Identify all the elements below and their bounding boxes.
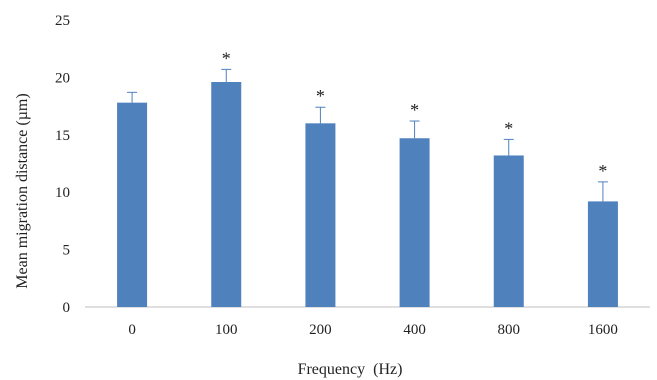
y-tick-label: 25 [55,13,70,29]
y-tick-label: 5 [63,243,71,259]
significance-marker: * [222,48,231,68]
significance-marker: * [598,161,607,181]
y-tick-label: 10 [55,185,70,201]
x-tick-label: 1600 [588,322,618,338]
bar [305,123,336,307]
bar [211,81,242,307]
y-axis-ticks: 0 5 10 15 20 25 [55,13,70,316]
y-tick-label: 20 [55,70,70,86]
bar [493,155,524,307]
significance-marker: * [410,100,419,120]
x-tick-label: 100 [215,322,238,338]
significance-marker: * [316,86,325,106]
bar [117,102,148,307]
x-tick-label: 200 [309,322,332,338]
x-tick-label: 0 [128,322,136,338]
y-tick-label: 15 [55,128,70,144]
x-axis-ticks: 0 100 200 400 800 1600 [128,322,618,338]
significance-marker: * [504,118,513,138]
y-tick-label: 0 [63,300,71,316]
x-tick-label: 400 [403,322,426,338]
x-axis-label: Frequency (Hz) [298,361,403,378]
y-axis-label: Mean migration distance (µm) [14,93,31,288]
x-tick-label: 800 [498,322,521,338]
bars-group: * * * * * [117,48,618,307]
bar [399,138,430,307]
bar [587,201,618,307]
